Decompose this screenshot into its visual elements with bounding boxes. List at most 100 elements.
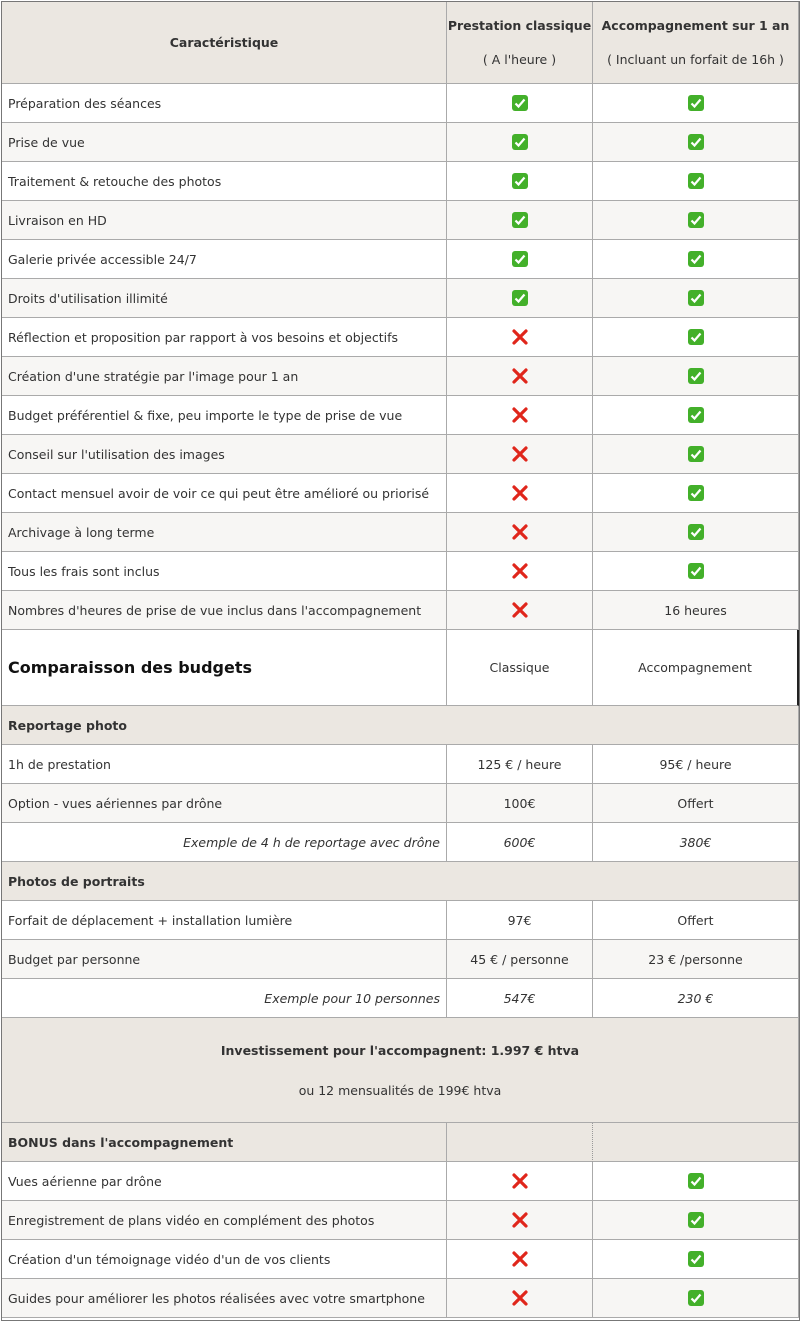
bonus-row-classic xyxy=(447,1201,593,1240)
budget-row-accompaniment: 23 € /personne xyxy=(593,940,799,979)
cross-icon xyxy=(511,328,529,346)
feature-accompaniment xyxy=(593,357,799,396)
bonus-row-accompaniment xyxy=(593,1279,799,1318)
check-icon xyxy=(511,211,529,229)
check-icon xyxy=(687,367,705,385)
feature-classic xyxy=(447,162,593,201)
check-icon xyxy=(687,328,705,346)
feature-classic xyxy=(447,591,593,630)
investment: Investissement pour l'accompagnent: 1.99… xyxy=(2,1018,799,1123)
feature-classic xyxy=(447,240,593,279)
budget-row-label: Forfait de déplacement + installation lu… xyxy=(2,901,447,940)
cross-icon xyxy=(511,601,529,619)
check-icon xyxy=(687,133,705,151)
check-icon xyxy=(687,406,705,424)
cross-icon xyxy=(511,562,529,580)
check-icon xyxy=(511,250,529,268)
bonus-row-accompaniment xyxy=(593,1240,799,1279)
bonus-row-label: Enregistrement de plans vidéo en complém… xyxy=(2,1201,447,1240)
bonus-row-label: Création d'un témoignage vidéo d'un de v… xyxy=(2,1240,447,1279)
feature-label: Tous les frais sont inclus xyxy=(2,552,447,591)
feature-classic xyxy=(447,513,593,552)
budget-row-classic: 100€ xyxy=(447,784,593,823)
feature-label: Réflection et proposition par rapport à … xyxy=(2,318,447,357)
header-cell: Prestation classique ( A l'heure ) xyxy=(447,2,593,84)
bonus-row-classic xyxy=(447,1240,593,1279)
header-subtitle: ( Incluant un forfait de 16h ) xyxy=(607,52,784,67)
feature-accompaniment xyxy=(593,513,799,552)
feature-accompaniment xyxy=(593,84,799,123)
feature-classic xyxy=(447,201,593,240)
check-icon xyxy=(687,211,705,229)
budget-row-accompaniment: Offert xyxy=(593,901,799,940)
check-icon xyxy=(687,523,705,541)
feature-classic xyxy=(447,552,593,591)
cross-icon xyxy=(511,1289,529,1307)
feature-label: Galerie privée accessible 24/7 xyxy=(2,240,447,279)
section-title: Reportage photo xyxy=(2,706,799,745)
investment-line1: Investissement pour l'accompagnent: 1.99… xyxy=(221,1043,579,1058)
bonus-title: BONUS dans l'accompagnement xyxy=(2,1123,447,1162)
check-icon xyxy=(687,1172,705,1190)
bonus-row-classic xyxy=(447,1279,593,1318)
cross-icon xyxy=(511,367,529,385)
budget-row-accompaniment: Offert xyxy=(593,784,799,823)
feature-accompaniment xyxy=(593,552,799,591)
budget-accompaniment: Accompagnement xyxy=(593,630,799,706)
example-row-classic: 547€ xyxy=(447,979,593,1018)
feature-classic xyxy=(447,474,593,513)
header-cell: Caractéristique xyxy=(2,2,447,84)
budget-row-classic: 97€ xyxy=(447,901,593,940)
feature-classic xyxy=(447,318,593,357)
check-icon xyxy=(687,484,705,502)
feature-classic xyxy=(447,357,593,396)
check-icon xyxy=(687,289,705,307)
budget-row-label: 1h de prestation xyxy=(2,745,447,784)
feature-label: Prise de vue xyxy=(2,123,447,162)
check-icon xyxy=(687,1211,705,1229)
header-subtitle: ( A l'heure ) xyxy=(483,52,556,67)
example-row-label: Exemple de 4 h de reportage avec drône xyxy=(2,823,447,862)
check-icon xyxy=(687,445,705,463)
check-icon xyxy=(511,133,529,151)
check-icon xyxy=(511,289,529,307)
feature-accompaniment: 16 heures xyxy=(593,591,799,630)
bonus-row-classic xyxy=(447,1162,593,1201)
example-row-accompaniment: 230 € xyxy=(593,979,799,1018)
feature-accompaniment xyxy=(593,162,799,201)
check-icon xyxy=(511,94,529,112)
feature-accompaniment xyxy=(593,474,799,513)
header-title: Accompagnement sur 1 an xyxy=(602,18,790,33)
feature-label: Conseil sur l'utilisation des images xyxy=(2,435,447,474)
section-title: Photos de portraits xyxy=(2,862,799,901)
budget-row-accompaniment: 95€ / heure xyxy=(593,745,799,784)
cross-icon xyxy=(511,523,529,541)
header-title: Prestation classique xyxy=(448,18,591,33)
check-icon xyxy=(687,94,705,112)
budget-row-label: Option - vues aériennes par drône xyxy=(2,784,447,823)
check-icon xyxy=(687,1289,705,1307)
budget-title: Comparaisson des budgets xyxy=(2,630,447,706)
example-row-label: Exemple pour 10 personnes xyxy=(2,979,447,1018)
feature-accompaniment xyxy=(593,201,799,240)
budget-row-classic: 125 € / heure xyxy=(447,745,593,784)
feature-classic xyxy=(447,123,593,162)
cross-icon xyxy=(511,1211,529,1229)
example-row-classic: 600€ xyxy=(447,823,593,862)
cross-icon xyxy=(511,1250,529,1268)
feature-label: Contact mensuel avoir de voir ce qui peu… xyxy=(2,474,447,513)
feature-accompaniment xyxy=(593,240,799,279)
cross-icon xyxy=(511,484,529,502)
bonus-row-label: Vues aérienne par drône xyxy=(2,1162,447,1201)
feature-accompaniment xyxy=(593,123,799,162)
check-icon xyxy=(687,250,705,268)
cross-icon xyxy=(511,1172,529,1190)
check-icon xyxy=(511,172,529,190)
check-icon xyxy=(687,172,705,190)
feature-accompaniment xyxy=(593,396,799,435)
cross-icon xyxy=(511,406,529,424)
check-icon xyxy=(687,1250,705,1268)
feature-label: Création d'une stratégie par l'image pou… xyxy=(2,357,447,396)
feature-classic xyxy=(447,435,593,474)
